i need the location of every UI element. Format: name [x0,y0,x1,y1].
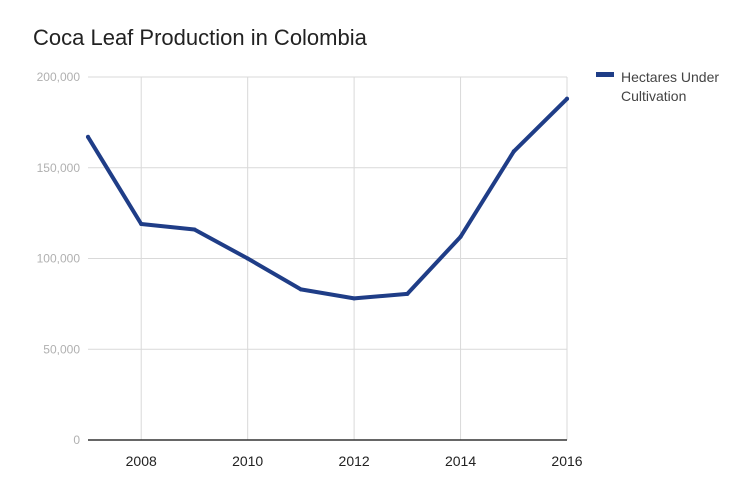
data-point [511,149,516,154]
x-tick-label: 2014 [445,453,476,469]
x-tick-label: 2016 [551,453,582,469]
data-point [192,227,197,232]
data-point [139,222,144,227]
series-layer [86,96,569,301]
legend: Hectares Under Cultivation [596,69,719,104]
y-tick-label: 200,000 [37,70,81,84]
data-point [245,256,250,261]
y-tick-label: 100,000 [37,252,81,266]
x-tick-label: 2010 [232,453,263,469]
chart-title: Coca Leaf Production in Colombia [33,25,368,50]
data-point [405,291,410,296]
series-line [86,96,569,301]
x-tick-label: 2012 [339,453,370,469]
grid-layer [88,76,568,440]
x-tick-label: 2008 [126,453,157,469]
y-tick-label: 50,000 [43,342,80,356]
data-point [458,234,463,239]
y-tick-label: 150,000 [37,161,81,175]
data-point [86,134,90,139]
legend-swatch [596,72,614,77]
legend-label: Hectares Under [621,69,719,85]
data-point [565,96,569,101]
legend-label-continued: Cultivation [621,88,686,104]
data-point [298,287,303,292]
y-tick-label: 0 [73,433,80,447]
data-point [352,296,357,301]
axis-layer: 0 50,000 100,000 150,000 200,000 2008 2010 2012… [37,70,583,469]
